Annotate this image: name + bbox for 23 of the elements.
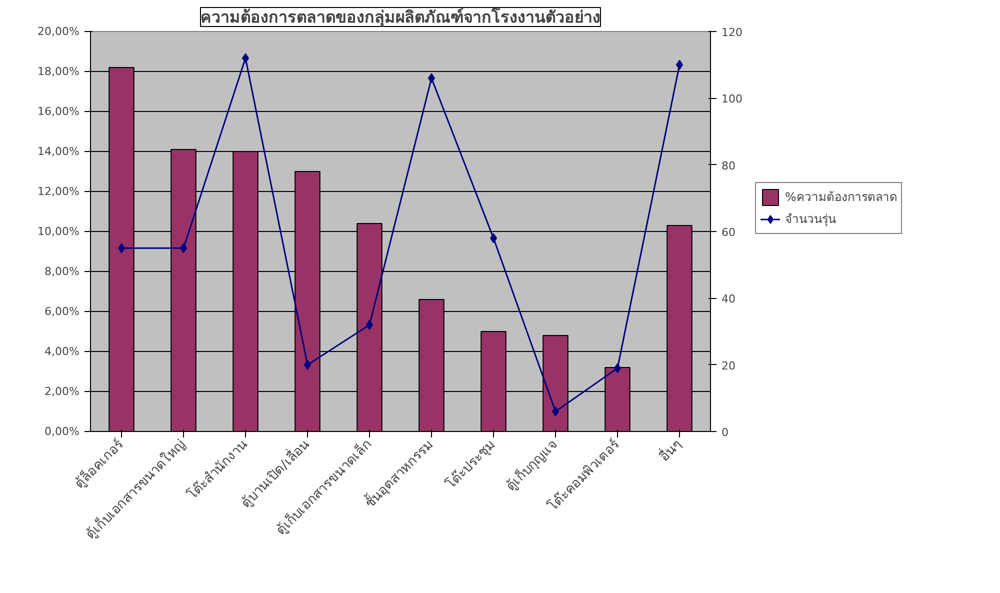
y2-tick-label: 120 <box>722 26 742 39</box>
chart-title: ความต้องการตลาดของกลุ่มผลิตภัณฑ์จากโรงงานตัวอย่าง <box>200 6 600 28</box>
y-tick-label: 18,00% <box>38 65 80 78</box>
y-tick-label: 2,00% <box>44 385 80 398</box>
y-tick-label: 10,00% <box>38 225 80 238</box>
y-tick-label: 16,00% <box>38 105 80 118</box>
y2-tick-label: 40 <box>722 292 736 306</box>
legend-label: จำนวนรุ่น <box>785 211 836 228</box>
y2-tick-label: 80 <box>722 159 736 172</box>
y-tick-label: 8,00% <box>44 265 80 278</box>
y2-tick-label: 0 <box>722 426 728 439</box>
y2-tick-label: 100 <box>722 92 742 106</box>
y2-tick-label: 60 <box>722 226 736 239</box>
x-tick-label: อื่นๆ <box>655 435 685 465</box>
y-tick-label: 14,00% <box>38 145 80 158</box>
y2-tick-label: 20 <box>722 359 736 372</box>
y-tick-label: 4,00% <box>44 345 80 358</box>
legend-label: %ความต้องการตลาด <box>785 189 898 206</box>
y-tick-label: 6,00% <box>44 305 80 318</box>
y-tick-label: 12,00% <box>38 185 80 198</box>
y-tick-label: 0,00% <box>44 425 80 438</box>
y-tick-label: 20,00% <box>38 25 80 38</box>
point <box>552 406 559 416</box>
